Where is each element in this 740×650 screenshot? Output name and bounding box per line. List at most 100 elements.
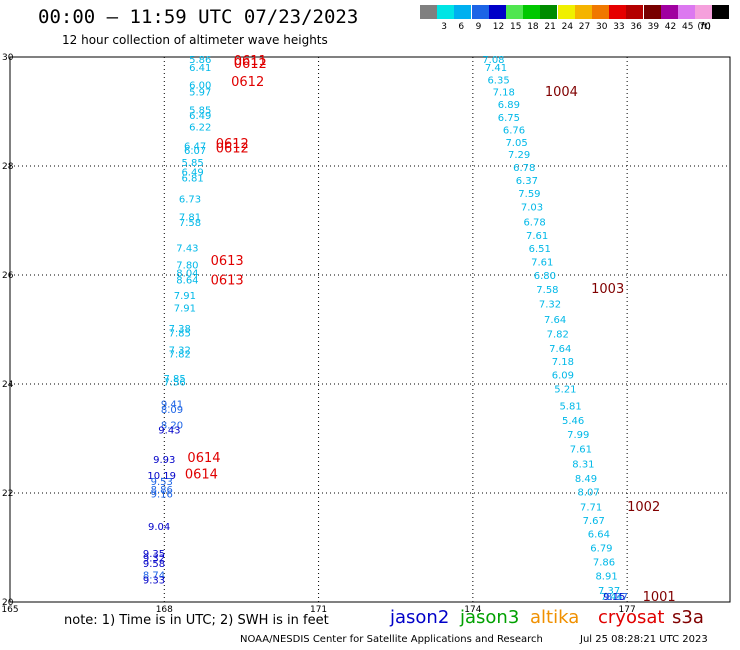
pass-time-label: 0614 bbox=[185, 467, 218, 482]
wave-height-label: 5.97 bbox=[189, 88, 211, 99]
wave-height-label: 7.37 bbox=[598, 586, 620, 597]
wave-height-label: 7.85 bbox=[163, 374, 185, 385]
y-tick-label: 20 bbox=[2, 598, 14, 608]
wave-height-label: 7.61 bbox=[570, 445, 592, 456]
wave-height-label: 5.21 bbox=[554, 385, 576, 396]
chart-title: 00:00 — 11:59 UTC 07/23/2023 bbox=[38, 6, 359, 28]
wave-height-label: 8.09 bbox=[161, 405, 183, 416]
wave-height-label: 6.81 bbox=[181, 173, 203, 184]
wave-height-label: 5.85 bbox=[181, 158, 203, 169]
wave-height-label: 7.61 bbox=[526, 231, 548, 242]
legend-label: 27 bbox=[578, 22, 591, 32]
wave-height-label: 7.81 bbox=[179, 213, 201, 224]
wave-height-label: 7.61 bbox=[531, 258, 553, 269]
y-tick-label: 30 bbox=[2, 53, 14, 63]
pass-time-label: 0612 bbox=[234, 57, 267, 72]
wave-height-label: 8.64 bbox=[176, 276, 198, 287]
legend-swatch bbox=[678, 5, 695, 19]
legend-swatch bbox=[574, 5, 592, 19]
legend-swatch bbox=[626, 5, 644, 19]
pass-time-label: 0611 bbox=[234, 54, 267, 69]
pass-time-label: 1002 bbox=[627, 500, 660, 515]
wave-height-label: 7.67 bbox=[583, 516, 605, 527]
legend-label: 70 bbox=[699, 22, 711, 32]
wave-height-label: 7.18 bbox=[552, 357, 574, 368]
legend-label: 12 bbox=[492, 22, 505, 32]
wave-height-label: 10.19 bbox=[147, 471, 176, 482]
wave-height-label: 7.38 bbox=[169, 324, 191, 335]
legend-label: 33 bbox=[613, 22, 625, 32]
legend-swatch bbox=[523, 5, 541, 19]
wave-height-label: 6.47 bbox=[184, 142, 206, 153]
wave-height-label: 8.86 bbox=[151, 485, 173, 496]
wave-height-label: 7.64 bbox=[544, 315, 566, 326]
wave-height-label: 7.86 bbox=[593, 557, 615, 568]
wave-height-label: 9.58 bbox=[143, 559, 165, 570]
wave-height-label: 7.18 bbox=[493, 88, 515, 99]
legend-sat-altika: altika bbox=[530, 607, 580, 628]
wave-height-label: 7.41 bbox=[485, 63, 507, 74]
wave-height-label: 6.00 bbox=[189, 81, 211, 92]
plot-frame bbox=[9, 56, 731, 603]
legend-swatch bbox=[471, 5, 489, 19]
legend-label: 30 bbox=[596, 22, 608, 32]
wave-height-label: 5.46 bbox=[562, 416, 584, 427]
legend-unit: (ft) bbox=[697, 22, 711, 32]
wave-height-label: 6.35 bbox=[487, 76, 509, 87]
wave-height-label: 6.80 bbox=[534, 271, 556, 282]
wave-height-label: 6.49 bbox=[189, 111, 211, 122]
wave-height-label: 9.43 bbox=[158, 426, 180, 437]
legend-swatch bbox=[609, 5, 627, 19]
legend-label: 3 bbox=[441, 22, 447, 32]
wave-height-label: 7.44 bbox=[601, 592, 623, 603]
legend-swatch bbox=[540, 5, 558, 19]
wave-height-label: 6.75 bbox=[498, 113, 520, 124]
legend-label: 21 bbox=[544, 22, 556, 32]
wave-height-label: 7.29 bbox=[508, 150, 530, 161]
pass-time-label: 0612 bbox=[231, 75, 264, 90]
wave-height-label: 6.41 bbox=[189, 63, 211, 74]
legend-label: 18 bbox=[527, 22, 539, 32]
y-tick-label: 26 bbox=[2, 271, 14, 281]
wave-height-label: 8.91 bbox=[595, 572, 617, 583]
wave-height-label: 9.35 bbox=[143, 549, 165, 560]
legend-swatch bbox=[592, 5, 609, 19]
pass-time-label: 0613 bbox=[211, 254, 244, 269]
wave-height-label: 5.85 bbox=[189, 106, 211, 117]
wave-height-label: 7.82 bbox=[169, 349, 191, 360]
x-tick-label: 168 bbox=[156, 605, 173, 615]
wave-height-label: 7.56 bbox=[163, 378, 185, 389]
legend-swatch bbox=[695, 5, 713, 19]
legend-swatch bbox=[420, 5, 437, 19]
y-tick-label: 22 bbox=[2, 489, 13, 499]
wave-height-label: 6.22 bbox=[189, 123, 211, 134]
wave-height-label: 7.32 bbox=[539, 300, 561, 311]
x-tick-label: 174 bbox=[464, 605, 481, 615]
pass-time-label: 0612 bbox=[216, 137, 249, 152]
x-tick-label: 171 bbox=[310, 605, 327, 615]
wave-height-label: 7.08 bbox=[482, 55, 504, 66]
wave-height-label: 7.43 bbox=[176, 244, 198, 255]
legend-sat-jason2: jason2 bbox=[390, 607, 450, 628]
legend-swatch bbox=[660, 5, 678, 19]
legend-label: 15 bbox=[510, 22, 522, 32]
wave-height-label: 6.07 bbox=[184, 146, 206, 157]
legend-label: 36 bbox=[630, 22, 642, 32]
wave-height-label: 6.78 bbox=[513, 163, 535, 174]
legend-sat-jason3: jason3 bbox=[460, 607, 520, 628]
wave-height-label: 9.53 bbox=[151, 477, 173, 488]
wave-height-label: 7.82 bbox=[547, 330, 569, 341]
y-tick-label: 24 bbox=[2, 380, 14, 390]
wave-height-label: 6.76 bbox=[503, 125, 525, 136]
wave-height-label: 8.07 bbox=[577, 488, 599, 499]
wave-height-label: 6.79 bbox=[590, 543, 612, 554]
wave-height-label: 6.49 bbox=[181, 167, 203, 178]
wave-height-label: 6.73 bbox=[179, 195, 201, 206]
legend-label: 24 bbox=[561, 22, 574, 32]
chart-subtitle: 12 hour collection of altimeter wave hei… bbox=[62, 33, 328, 47]
pass-time-label: 0614 bbox=[187, 451, 220, 466]
wave-height-label: 7.58 bbox=[179, 218, 201, 229]
wave-height-label: 5.81 bbox=[559, 402, 581, 413]
legend-swatch bbox=[506, 5, 523, 19]
pass-time-labels: 0611061206120612061206130613061406141004… bbox=[185, 54, 676, 605]
